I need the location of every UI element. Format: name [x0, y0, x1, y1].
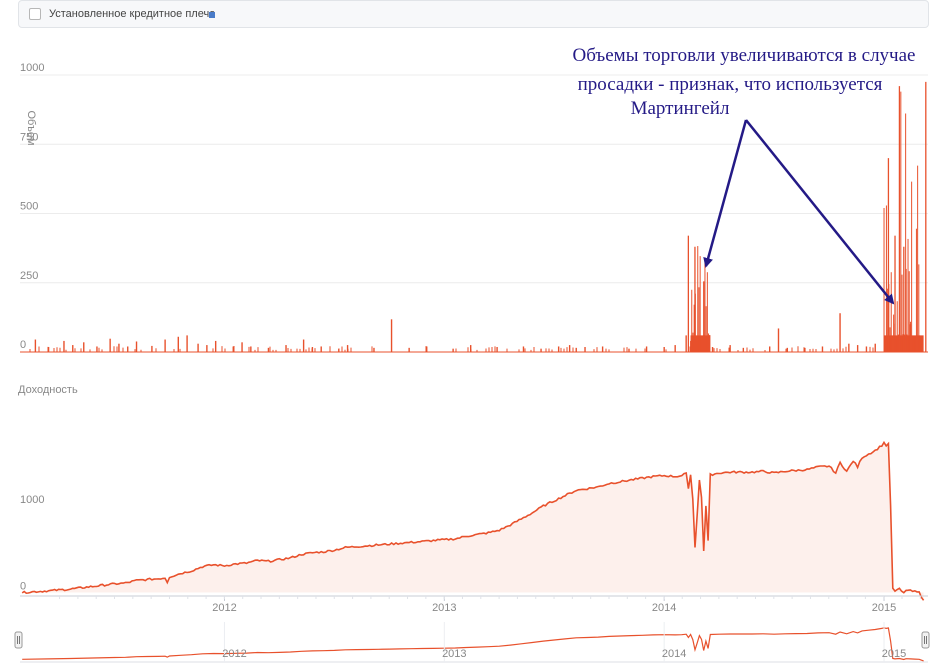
x-tick-label: 2013 — [432, 602, 456, 614]
leverage-swatch-icon — [209, 12, 215, 18]
x-tick-label: 2014 — [652, 602, 676, 614]
returns-y-ticks: 0 1000 — [20, 494, 44, 593]
navigator-tick-label: 2015 — [882, 648, 906, 660]
leverage-checkbox-label: Установленное кредитное плечо — [49, 8, 216, 20]
navigator-ticks: 2012 2013 2014 2015 — [222, 622, 906, 662]
annotation-arrow-2 — [745, 119, 895, 305]
volume-y-tick-label: 750 — [20, 131, 38, 143]
legend-bar: Установленное кредитное плечо — [18, 0, 929, 28]
x-tick-label: 2012 — [212, 602, 236, 614]
navigator-tick-label: 2014 — [662, 648, 686, 660]
returns-line — [21, 440, 925, 601]
volume-bars — [29, 81, 927, 352]
returns-y-tick-label: 1000 — [20, 494, 44, 506]
x-tick-label: 2015 — [872, 602, 896, 614]
returns-axis-label: Доходность — [18, 384, 78, 396]
volume-y-tick-label: 1000 — [20, 62, 44, 74]
annotation-line-1: Объемы торговли увеличиваются в случае — [573, 45, 916, 66]
returns-y-tick-label: 0 — [20, 581, 26, 593]
annotation-line-2: просадки - признак, что используется — [578, 74, 883, 95]
navigator-tick-label: 2013 — [442, 648, 466, 660]
leverage-checkbox[interactable] — [29, 8, 41, 20]
annotation: Объемы торговли увеличиваются в случае п… — [573, 45, 916, 305]
navigator-handle-left[interactable] — [14, 631, 23, 649]
annotation-line-3: Мартингейл — [631, 98, 730, 119]
navigator-line — [22, 627, 924, 662]
navigator-background — [20, 614, 928, 666]
volume-y-tick-label: 500 — [20, 201, 38, 213]
annotation-arrow-1 — [703, 119, 748, 268]
volume-y-ticks: 0 250 500 750 1000 — [20, 62, 44, 351]
navigator-tick-label: 2012 — [222, 648, 246, 660]
volume-grid — [20, 74, 928, 353]
volume-axis-label: Объем — [25, 110, 37, 145]
returns-area — [22, 442, 924, 601]
volume-y-tick-label: 0 — [20, 339, 26, 351]
navigator-handle-right[interactable] — [921, 631, 930, 649]
volume-y-tick-label: 250 — [20, 270, 38, 282]
x-axis-ticks: 2012 2013 2014 2015 — [59, 596, 921, 614]
